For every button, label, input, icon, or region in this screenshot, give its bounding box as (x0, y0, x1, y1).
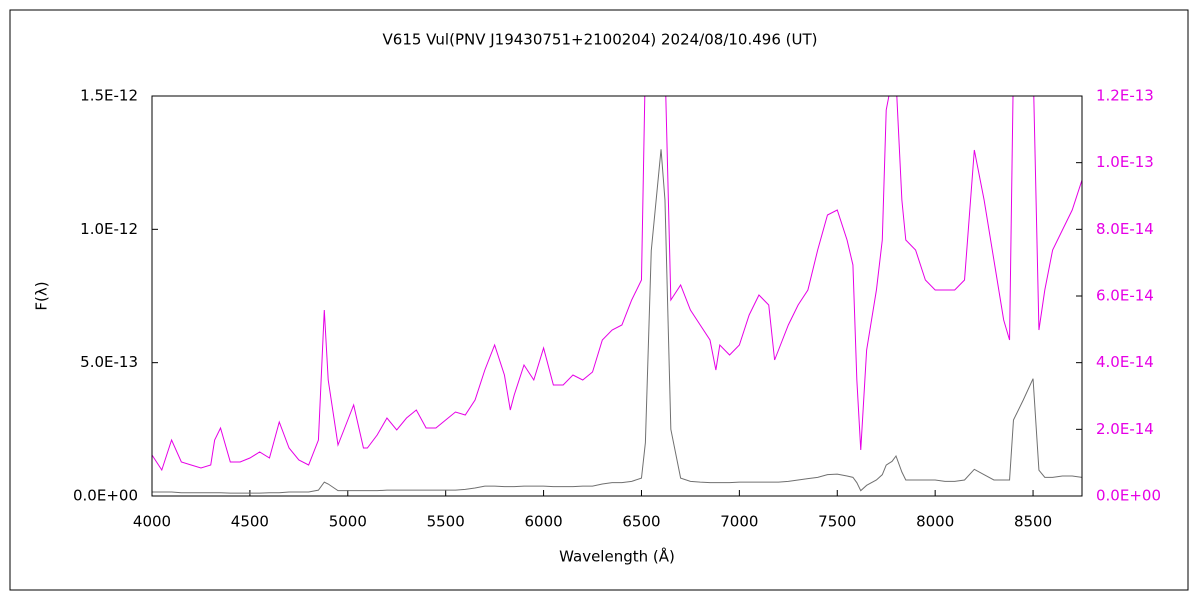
x-axis-label: Wavelength (Å) (559, 547, 675, 566)
spectrum-line (152, 149, 1082, 494)
plot-frame (151, 95, 1083, 497)
y2-tick-label: 1.0E-13 (1096, 153, 1154, 171)
y-tick-label: 1.5E-12 (80, 87, 138, 105)
x-tick-label: 4000 (133, 513, 171, 531)
x-tick-label: 7000 (720, 513, 758, 531)
x-tick-label: 5500 (427, 513, 465, 531)
x-tick-label: 8000 (916, 513, 954, 531)
y2-tick-label: 4.0E-14 (1096, 353, 1154, 371)
plot-area (152, 96, 1082, 494)
y2-tick-label: 8.0E-14 (1096, 220, 1154, 238)
y2-tick-label: 6.0E-14 (1096, 287, 1154, 305)
y-tick-label: 0.0E+00 (73, 487, 138, 505)
y-tick-label: 1.0E-12 (80, 220, 138, 238)
x-tick-label: 6000 (524, 513, 562, 531)
y2-tick-label: 1.2E-13 (1096, 87, 1154, 105)
frame (9, 9, 1189, 591)
x-tick-label: 6500 (622, 513, 660, 531)
y-axis-label: F(λ) (33, 281, 51, 310)
x-tick-label: 8500 (1014, 513, 1052, 531)
spectrum-line (152, 96, 1082, 472)
x-tick-label: 4500 (231, 513, 269, 531)
x-tick-label: 5000 (329, 513, 367, 531)
chart-title: V615 Vul(PNV J19430751+2100204) 2024/08/… (383, 31, 818, 49)
y-tick-label: 5.0E-13 (80, 353, 138, 371)
y2-tick-label: 2.0E-14 (1096, 420, 1154, 438)
x-tick-label: 7500 (818, 513, 856, 531)
y2-tick-label: 0.0E+00 (1096, 487, 1161, 505)
